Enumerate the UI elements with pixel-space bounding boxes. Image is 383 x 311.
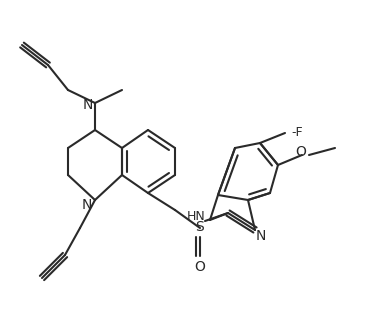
Text: HN: HN bbox=[187, 211, 205, 224]
Text: N: N bbox=[256, 229, 266, 243]
Text: -F: -F bbox=[291, 127, 303, 140]
Text: S: S bbox=[196, 220, 205, 234]
Text: N: N bbox=[82, 198, 92, 212]
Text: N: N bbox=[83, 98, 93, 112]
Text: O: O bbox=[195, 260, 205, 274]
Text: O: O bbox=[296, 145, 306, 159]
